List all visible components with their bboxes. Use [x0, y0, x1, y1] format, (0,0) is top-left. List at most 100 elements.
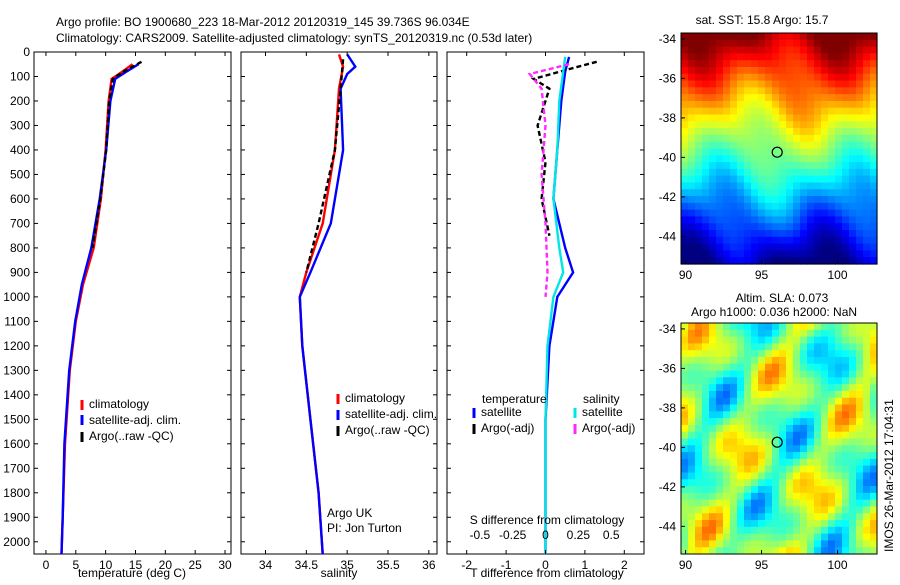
- map-cell: [828, 479, 836, 487]
- map-cell: [807, 155, 815, 163]
- map-cell: [737, 107, 745, 116]
- map-cell: [716, 33, 724, 41]
- map-cell: [786, 547, 794, 555]
- map-cell: [723, 114, 731, 122]
- map-cell: [744, 46, 752, 54]
- map-cell: [737, 479, 745, 487]
- map-cell: [695, 87, 703, 95]
- map-cell: [856, 182, 864, 190]
- map-cell: [737, 53, 745, 61]
- map-cell: [702, 363, 710, 372]
- map-cell: [856, 384, 864, 392]
- map-cell: [716, 506, 724, 514]
- map-cell: [681, 73, 689, 82]
- map-cell: [835, 250, 843, 258]
- map-cell: [772, 243, 780, 252]
- map-cell: [765, 370, 773, 378]
- map-cell: [772, 202, 780, 211]
- map-cell: [681, 513, 689, 521]
- map-cell: [793, 513, 801, 521]
- map-cell: [835, 189, 843, 197]
- map-cell: [765, 141, 773, 150]
- map-cell: [849, 33, 857, 41]
- map-cell: [793, 148, 801, 156]
- map-cell: [828, 390, 836, 399]
- x-tick-label: 0: [542, 558, 549, 572]
- x-tick-label: 10: [99, 558, 113, 572]
- sla-map-title-line2: Argo h1000: 0.036 h2000: NaN: [691, 305, 857, 319]
- map-cell: [835, 370, 843, 378]
- map-cell: [695, 141, 703, 150]
- map-cell: [681, 223, 689, 231]
- map-cell: [807, 323, 815, 331]
- map-cell: [821, 257, 829, 265]
- difference-xlabel: T difference from climatology: [470, 566, 624, 580]
- map-cell: [856, 458, 864, 467]
- map-cell: [842, 479, 850, 487]
- map-cell: [716, 162, 724, 170]
- map-cell: [730, 540, 738, 548]
- map-cell: [737, 533, 745, 542]
- map-cell: [702, 175, 710, 184]
- map-cell: [828, 100, 836, 109]
- map-cell: [779, 223, 787, 231]
- map-cell: [786, 418, 794, 426]
- map-cell: [744, 107, 752, 116]
- map-cell: [849, 526, 857, 535]
- map-cell: [709, 356, 717, 365]
- map-cell: [772, 134, 780, 143]
- map-cell: [723, 452, 731, 460]
- map-cell: [688, 350, 696, 358]
- map-cell: [716, 390, 724, 399]
- map-cell: [751, 526, 759, 535]
- map-cell: [681, 250, 689, 258]
- map-cell: [849, 343, 857, 351]
- map-cell: [870, 168, 878, 177]
- map-cell: [800, 445, 808, 453]
- map-cell: [856, 329, 864, 338]
- map-cell: [765, 148, 773, 156]
- map-cell: [835, 323, 843, 331]
- map-cell: [765, 39, 773, 48]
- map-cell: [835, 39, 843, 48]
- map-cell: [716, 513, 724, 521]
- map-cell: [870, 363, 878, 372]
- map-cell: [765, 486, 773, 494]
- map-cell: [800, 257, 808, 265]
- map-cell: [786, 486, 794, 494]
- map-cell: [688, 175, 696, 184]
- map-cell: [814, 424, 822, 433]
- map-cell: [779, 492, 787, 501]
- map-cell: [821, 107, 829, 116]
- map-cell: [695, 458, 703, 467]
- map-cell: [835, 540, 843, 548]
- map-cell: [849, 87, 857, 95]
- map-cell: [821, 175, 829, 184]
- map-cell: [723, 499, 731, 508]
- map-cell: [800, 121, 808, 129]
- map-cell: [751, 492, 759, 501]
- map-cell: [828, 148, 836, 156]
- map-cell: [842, 39, 850, 48]
- map-cell: [681, 323, 689, 331]
- x2-tick-label: 0: [542, 528, 549, 542]
- map-cell: [828, 141, 836, 150]
- map-cell: [856, 175, 864, 184]
- map-cell: [730, 506, 738, 514]
- map-cell: [709, 216, 717, 224]
- map-cell: [807, 520, 815, 528]
- map-cell: [737, 356, 745, 365]
- map-cell: [814, 323, 822, 331]
- map-cell: [842, 94, 850, 102]
- map-cell: [737, 155, 745, 163]
- map-cell: [807, 404, 815, 412]
- map-cell: [835, 472, 843, 480]
- map-cell: [814, 492, 822, 501]
- map-cell: [695, 243, 703, 252]
- map-cell: [681, 499, 689, 508]
- map-cell: [842, 513, 850, 521]
- map-cell: [688, 323, 696, 331]
- map-cell: [737, 216, 745, 224]
- map-cell: [828, 209, 836, 218]
